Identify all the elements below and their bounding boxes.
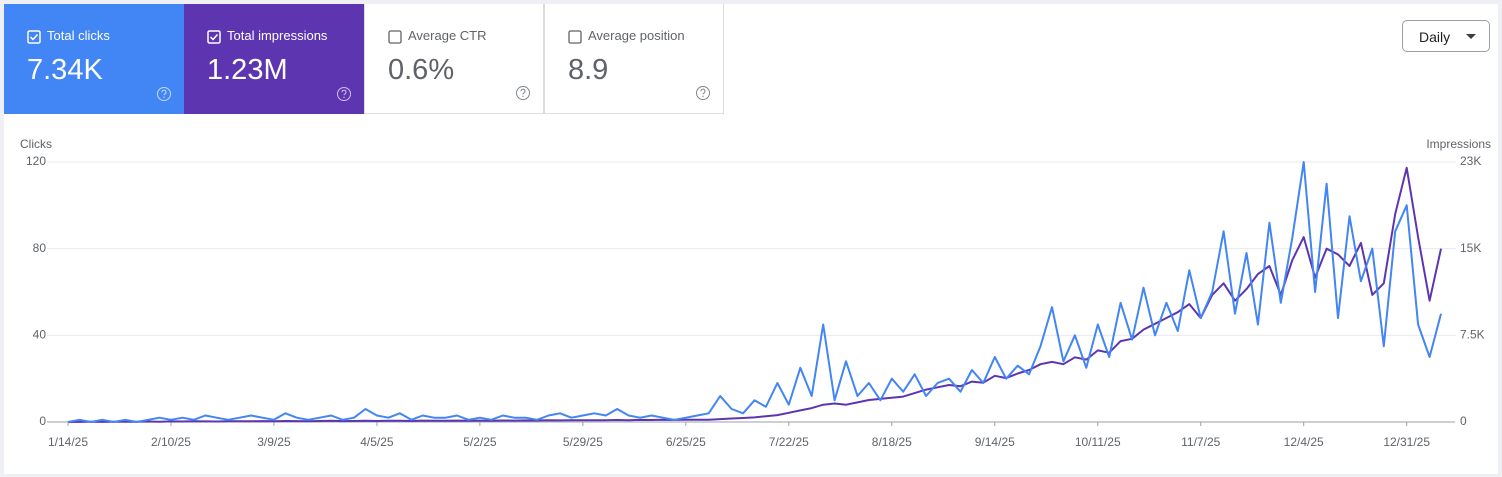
x-tick-label: 6/25/25 <box>666 435 706 449</box>
checkbox[interactable] <box>549 5 585 65</box>
x-tick-label: 5/29/25 <box>563 435 603 449</box>
y2-tick-label: 7.5K <box>1460 328 1485 342</box>
metric-value: 7.34K <box>27 54 103 86</box>
metric-card[interactable]: Average position 8.9 <box>544 4 724 114</box>
y-tick-label: 40 <box>33 328 47 342</box>
y-tick-label: 80 <box>33 241 47 255</box>
x-tick-label: 12/4/25 <box>1284 435 1324 449</box>
checkbox[interactable] <box>188 5 224 65</box>
help-icon[interactable] <box>695 85 711 101</box>
performance-card: Total clicks 7.34K Total impressions 1.2… <box>4 4 1498 474</box>
series-line <box>67 161 1442 423</box>
period-dropdown[interactable]: Daily <box>1402 20 1490 52</box>
x-tick-label: 5/2/25 <box>463 435 497 449</box>
metric-value: 8.9 <box>568 54 609 86</box>
metric-card[interactable]: Total impressions 1.23M <box>184 4 364 114</box>
metric-value: 0.6% <box>388 54 455 86</box>
y-tick-label: 120 <box>26 154 46 168</box>
x-tick-label: 1/14/25 <box>48 435 88 449</box>
dropdown-label: Daily <box>1419 29 1451 45</box>
x-tick-label: 9/14/25 <box>975 435 1015 449</box>
metric-value: 1.23M <box>207 54 288 86</box>
help-icon[interactable] <box>336 86 352 102</box>
x-tick-label: 8/18/25 <box>872 435 912 449</box>
x-tick-label: 3/9/25 <box>257 435 291 449</box>
x-tick-label: 4/5/25 <box>360 435 394 449</box>
x-tick-label: 12/31/25 <box>1383 435 1430 449</box>
y2-axis-title: Impressions <box>1426 137 1491 151</box>
metric-label: Total clicks <box>47 28 110 43</box>
checkbox[interactable] <box>8 5 44 65</box>
series-line <box>67 166 1442 423</box>
y2-tick-label: 0 <box>1460 414 1467 428</box>
x-tick-label: 11/7/25 <box>1181 435 1220 449</box>
metric-label: Average position <box>588 28 685 43</box>
dropdown-arrow <box>1466 34 1476 39</box>
x-tick-label: 7/22/25 <box>769 435 809 449</box>
y2-tick-label: 23K <box>1460 154 1481 168</box>
y-tick-label: 0 <box>39 414 46 428</box>
help-icon[interactable] <box>515 85 531 101</box>
metric-label: Average CTR <box>408 28 487 43</box>
x-tick-label: 10/11/25 <box>1075 435 1121 449</box>
y2-tick-label: 15K <box>1460 241 1481 255</box>
x-tick-label: 2/10/25 <box>151 435 191 449</box>
help-icon[interactable] <box>156 86 172 102</box>
metric-card[interactable]: Total clicks 7.34K <box>4 4 184 114</box>
y-axis-title: Clicks <box>20 137 52 151</box>
checkbox[interactable] <box>369 5 405 65</box>
metric-label: Total impressions <box>227 28 328 43</box>
metric-card[interactable]: Average CTR 0.6% <box>364 4 544 114</box>
